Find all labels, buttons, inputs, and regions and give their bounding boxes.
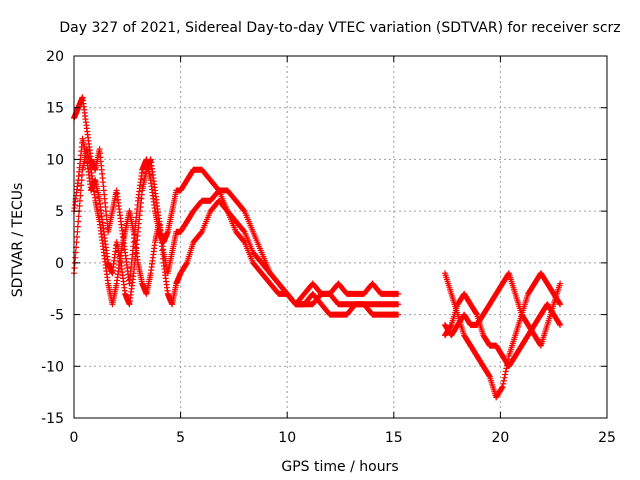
data-point [75, 218, 82, 225]
y-axis-label: SDTVAR / TECUs [10, 183, 26, 298]
data-point [498, 385, 505, 392]
data-point [556, 320, 563, 327]
data-point [198, 229, 205, 236]
data-point [73, 234, 80, 240]
data-point [502, 368, 509, 375]
x-tick-label: 0 [70, 430, 79, 446]
y-tick-label: 15 [46, 101, 64, 117]
data-point [79, 171, 86, 178]
plot-frame [73, 55, 608, 419]
data-point [77, 192, 84, 199]
data-point [74, 228, 81, 235]
data-point [502, 371, 509, 378]
grid [74, 56, 607, 418]
data-point [556, 300, 563, 307]
y-tick-label: 0 [55, 256, 64, 272]
data-point [73, 239, 80, 246]
data-point [500, 380, 507, 387]
data-point [501, 374, 508, 381]
y-tick-label: 5 [55, 204, 64, 220]
data-point [240, 227, 247, 234]
x-axis-label: GPS time / hours [281, 459, 398, 475]
data-point [395, 311, 402, 318]
x-tick-label: 10 [278, 430, 296, 446]
data-point [78, 182, 85, 189]
x-tick-label: 20 [491, 430, 509, 446]
y-tick-label: -10 [41, 359, 64, 375]
y-tick-label: 10 [46, 152, 64, 168]
data-point [395, 301, 402, 308]
data-point [447, 322, 454, 329]
data-point [183, 260, 190, 267]
data-point [74, 223, 81, 230]
data-point [76, 202, 83, 209]
series-trace-f [441, 290, 564, 370]
chart-title: Day 327 of 2021, Sidereal Day-to-day VTE… [59, 20, 620, 36]
data-point [76, 197, 83, 204]
data-point [557, 280, 564, 287]
axis-ticks: 0 5 10 15 20 25 -15 -10 -5 0 5 10 15 20 [41, 49, 616, 446]
y-tick-label: 20 [46, 49, 64, 65]
data-point [500, 377, 507, 384]
data-point [486, 372, 493, 379]
data-point [537, 341, 544, 348]
series-trace-c [71, 146, 402, 318]
data-point [240, 207, 247, 214]
data-point [473, 310, 480, 317]
data-point [557, 321, 564, 328]
x-tick-label: 15 [385, 430, 403, 446]
x-tick-label: 5 [176, 430, 185, 446]
data-points [71, 94, 564, 401]
plot-border [73, 55, 608, 419]
data-point [77, 187, 84, 194]
data-point [505, 271, 512, 278]
data-point [240, 238, 247, 245]
data-point [78, 177, 85, 184]
data-point [72, 254, 79, 261]
x-tick-label: 25 [598, 430, 616, 446]
y-tick-label: -15 [41, 411, 64, 427]
data-point [557, 301, 564, 308]
data-point [499, 383, 506, 390]
y-tick-label: -5 [50, 308, 64, 324]
data-point [75, 213, 82, 220]
data-point [395, 290, 402, 297]
